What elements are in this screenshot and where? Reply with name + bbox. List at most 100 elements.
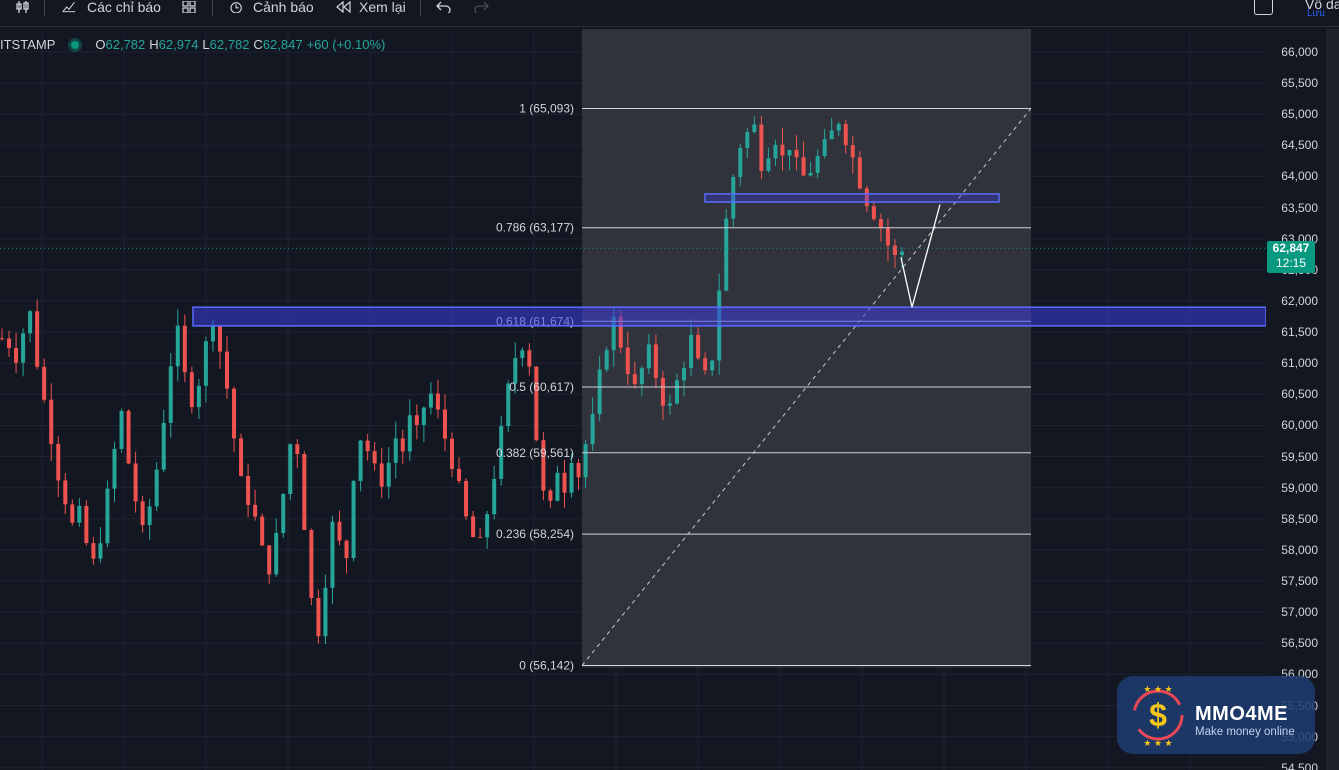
candle [154, 462, 159, 512]
candle-body [77, 505, 82, 523]
candle [513, 342, 518, 394]
account-name[interactable]: Vô danh [1305, 0, 1339, 12]
candle-body [281, 493, 286, 533]
candle-body [787, 149, 792, 156]
candle [787, 149, 792, 171]
candle [703, 352, 708, 375]
candle [288, 443, 293, 501]
candle [506, 380, 511, 433]
candle-body [133, 463, 138, 502]
candle [147, 498, 152, 540]
candle-body [217, 326, 222, 352]
candle [63, 473, 68, 514]
candle-body [682, 368, 687, 381]
candle-body [808, 172, 813, 176]
candle-body [98, 543, 103, 559]
candle-body [752, 124, 757, 132]
candle [70, 499, 75, 526]
account-avatar[interactable] [1254, 0, 1273, 15]
candle-body [611, 316, 616, 351]
candle-body [885, 227, 890, 246]
projection-path[interactable] [900, 204, 941, 308]
candle [604, 346, 609, 372]
candle [175, 309, 180, 382]
alerts-button[interactable]: Cảnh báo [253, 0, 314, 15]
candle [372, 441, 377, 471]
candle-body [7, 338, 12, 349]
candle-body [428, 393, 433, 408]
price-scale[interactable]: 54,50055,00055,50056,00056,50057,00057,5… [1266, 29, 1326, 770]
indicators-icon[interactable] [62, 1, 76, 13]
candle-body [323, 587, 328, 637]
candle [133, 451, 138, 513]
candles-icon[interactable] [16, 1, 30, 13]
symbol-name[interactable]: ITSTAMP [0, 37, 56, 52]
indicators-button[interactable]: Các chỉ báo [87, 0, 161, 15]
undo-icon[interactable] [436, 1, 452, 13]
candle-body [689, 334, 694, 369]
candle-body [464, 480, 469, 517]
candle-body [520, 350, 525, 359]
candle [274, 518, 279, 577]
candle [632, 361, 637, 389]
market-status-icon [71, 41, 80, 50]
candle [98, 527, 103, 563]
candle [14, 332, 19, 374]
candle [738, 143, 743, 187]
replay-button[interactable]: Xem lại [359, 0, 406, 15]
mmo4me-watermark: $ ★ ★ ★ ★ ★ ★ MMO4ME Make money online [1117, 676, 1315, 754]
candle-body [625, 347, 630, 375]
candle [196, 378, 201, 420]
candle [140, 495, 145, 533]
candle [752, 115, 757, 134]
candle [182, 314, 187, 382]
candle-body [541, 440, 546, 491]
price-tick-label: 64,000 [1281, 169, 1318, 184]
candle-body [780, 144, 785, 156]
candle [485, 510, 490, 549]
candle [815, 149, 820, 179]
candle [126, 409, 131, 465]
redo-icon[interactable] [473, 1, 489, 13]
candle [0, 328, 4, 341]
candle [414, 404, 419, 440]
candle [660, 371, 665, 421]
alert-clock-icon[interactable] [228, 1, 246, 13]
candle [400, 429, 405, 464]
candle [731, 174, 736, 227]
candle-body [675, 380, 679, 404]
price-tick-label: 58,500 [1281, 511, 1318, 526]
candle-body [49, 399, 54, 445]
candle [28, 309, 33, 342]
candle-body [400, 438, 405, 452]
save-button[interactable]: Lưu [1307, 8, 1325, 19]
candle-body [442, 409, 447, 439]
candle-body [337, 521, 342, 541]
candle-body [801, 157, 806, 176]
candle-body [126, 410, 131, 464]
candle-body [379, 463, 384, 487]
candle-body [42, 366, 47, 400]
candle [302, 451, 307, 531]
replay-icon[interactable] [336, 1, 352, 13]
candle [112, 441, 117, 502]
support-zones[interactable] [192, 193, 1266, 327]
candle [471, 510, 476, 538]
chart-pane[interactable]: 1 (65,093)0.786 (63,177)0.618 (61,674)0.… [0, 29, 1266, 770]
lower-zone-rect[interactable] [192, 306, 1266, 327]
candle-body [147, 506, 152, 526]
candle [590, 397, 595, 451]
candle-body [745, 131, 750, 148]
candle-body [84, 505, 89, 544]
candle [625, 331, 630, 385]
upper-zone-rect[interactable] [704, 193, 1000, 203]
price-tick-label: 58,000 [1281, 542, 1318, 557]
candle-body [358, 440, 363, 481]
candle-body [154, 469, 159, 507]
candle [808, 162, 813, 177]
layout-grid-icon[interactable] [182, 1, 196, 13]
candle-body [850, 145, 855, 158]
candle-body [225, 351, 229, 389]
price-tick-label: 59,000 [1281, 480, 1318, 495]
candle [836, 121, 841, 137]
